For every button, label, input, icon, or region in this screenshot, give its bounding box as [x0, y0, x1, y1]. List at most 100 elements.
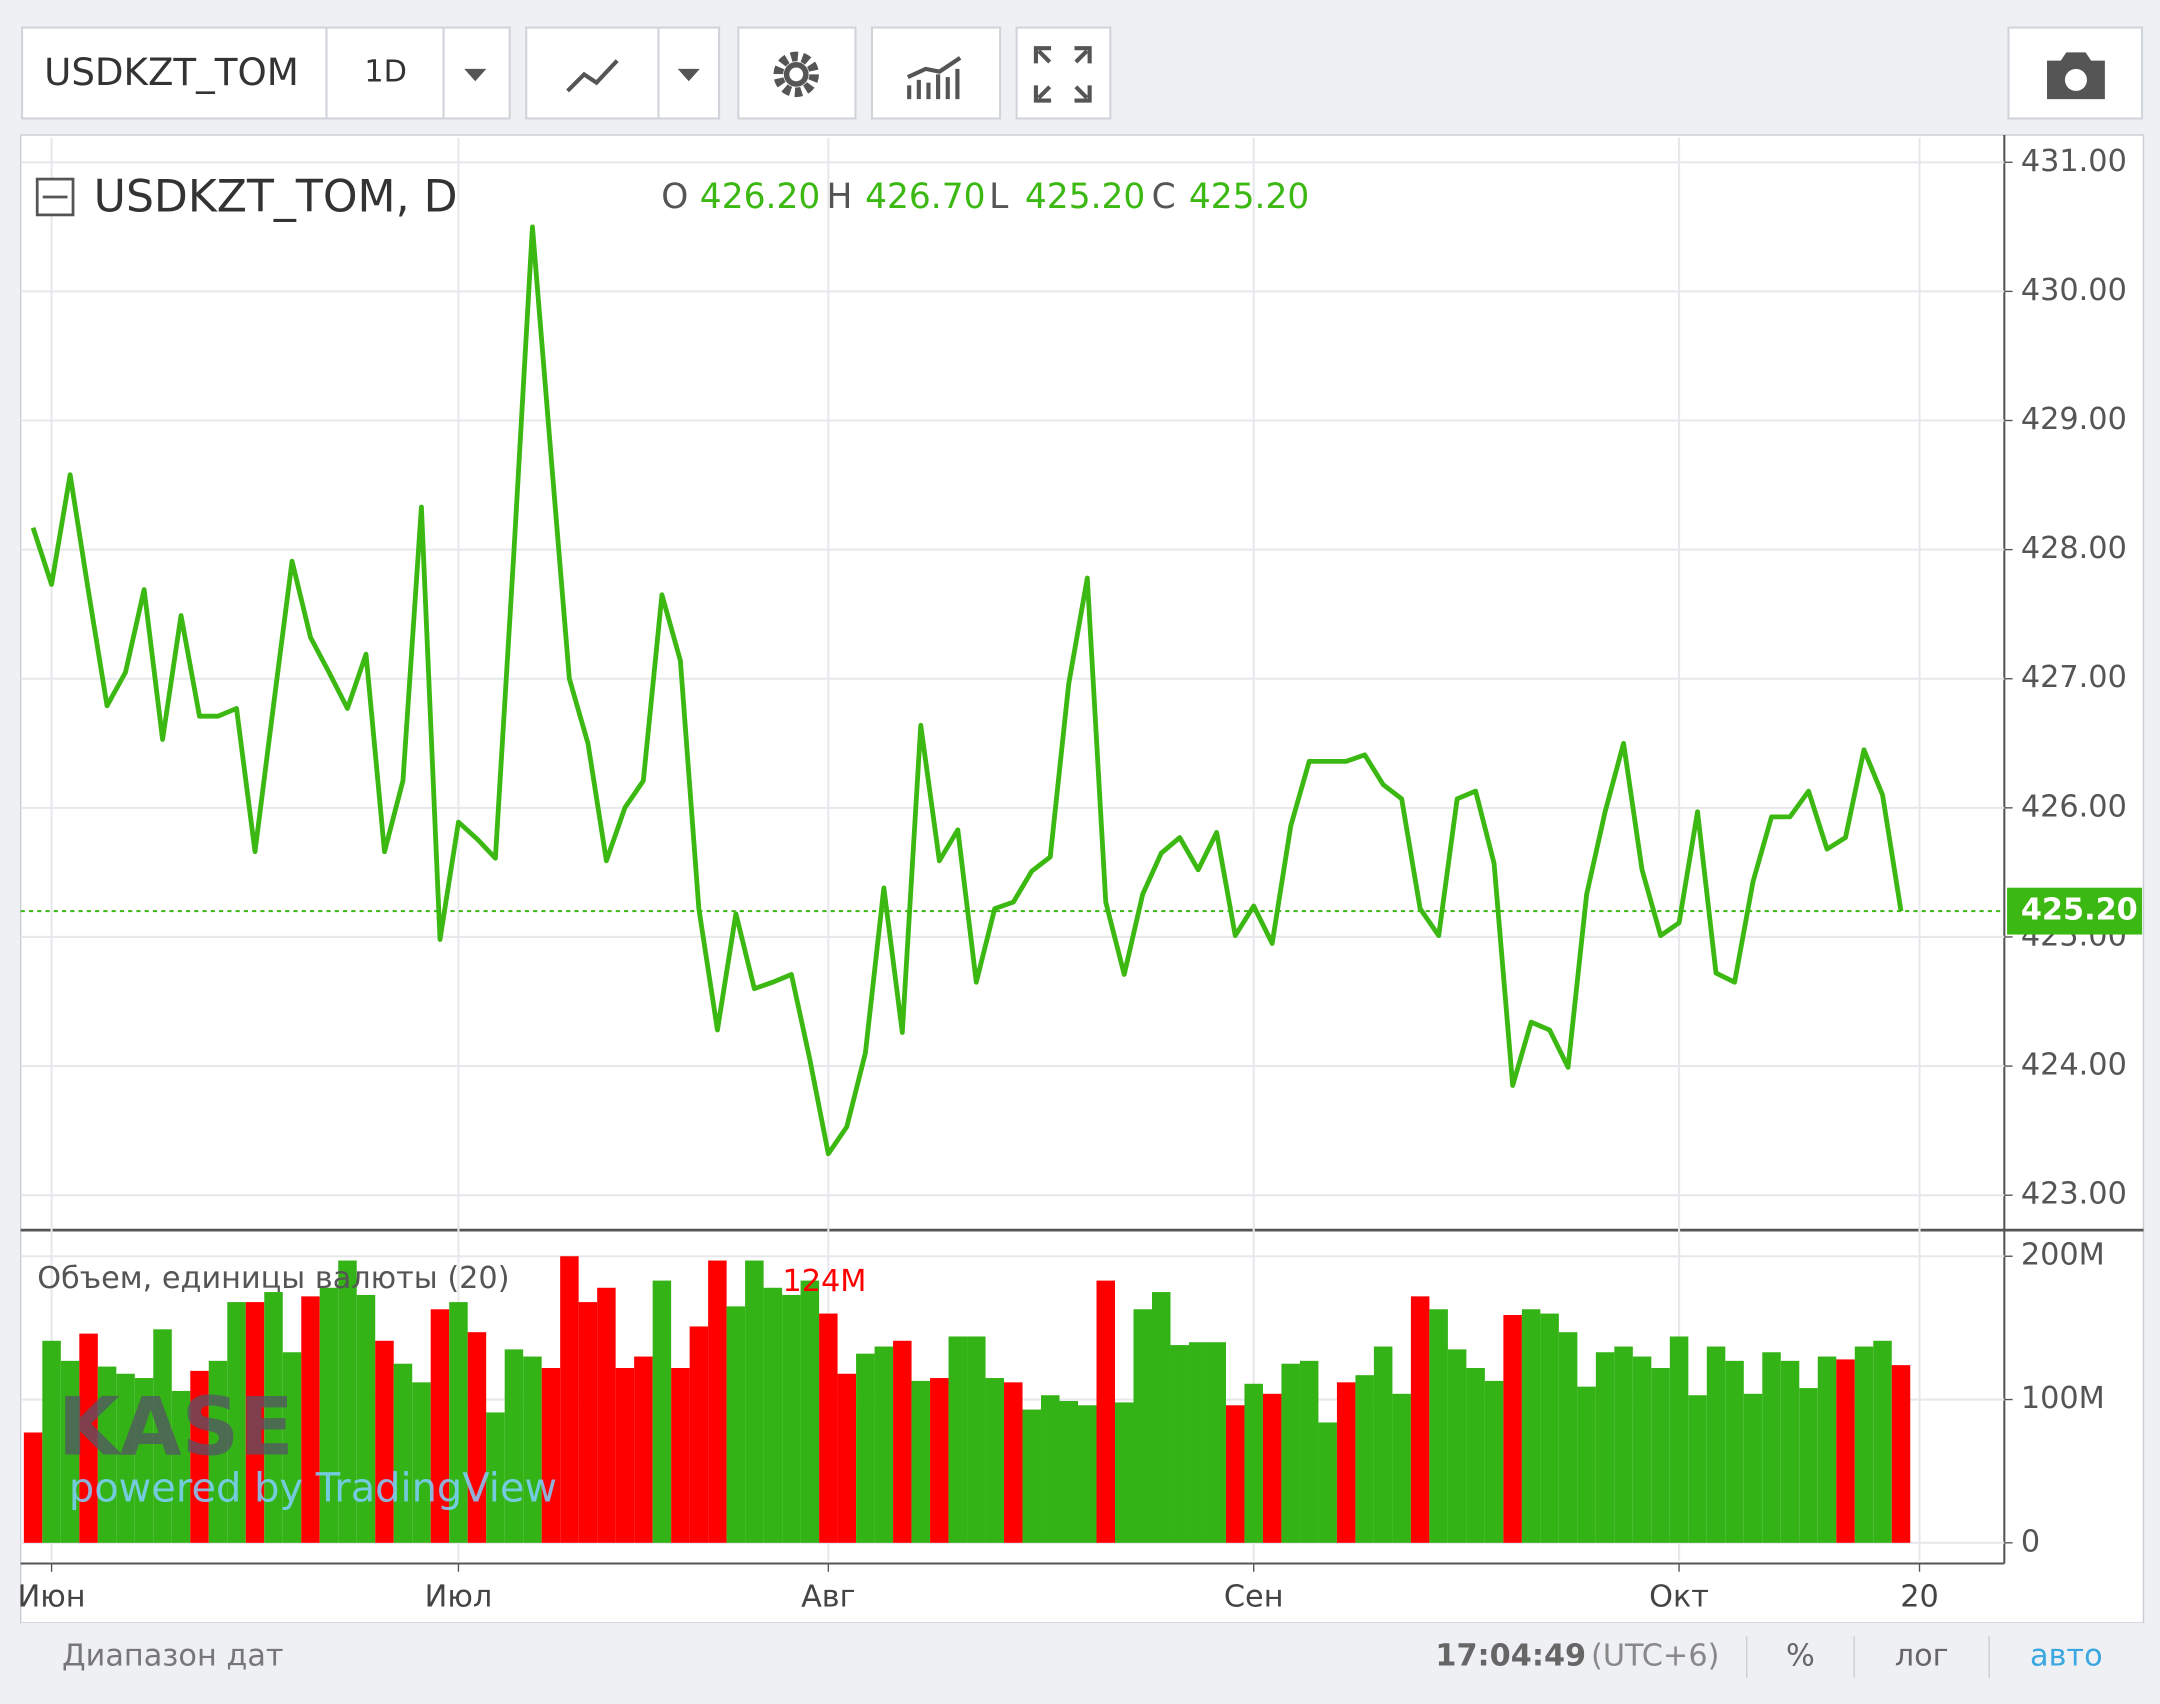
volume-bar: [1281, 1363, 1300, 1543]
log-toggle[interactable]: лог: [1895, 1639, 1949, 1674]
volume-bar: [1466, 1368, 1485, 1543]
volume-bar: [1392, 1393, 1411, 1543]
volume-bar: [1355, 1375, 1374, 1543]
y-tick-label: 427.00: [2021, 660, 2127, 695]
y-tick-label: 424.00: [2021, 1048, 2127, 1083]
volume-bar: [1318, 1422, 1337, 1543]
volume-bar: [375, 1340, 394, 1543]
volume-bar: [504, 1349, 524, 1543]
volume-bar: [301, 1296, 320, 1543]
y-tick-label: 423.00: [2021, 1177, 2127, 1212]
y-tick-label: 100M: [2021, 1381, 2105, 1416]
ohlc-value: 425.20: [1189, 177, 1309, 217]
volume-bar: [708, 1260, 727, 1543]
caret: [464, 68, 487, 82]
ohlc-value: 426.20: [700, 177, 820, 217]
volume-bar: [541, 1368, 561, 1543]
volume-bar: [245, 1302, 265, 1543]
x-tick-label: Окт: [1649, 1579, 1709, 1614]
percent-toggle[interactable]: %: [1786, 1639, 1815, 1674]
volume-bar: [1041, 1395, 1060, 1543]
marks: 423.00424.00425.00426.00427.00428.00429.…: [18, 144, 2143, 1614]
volume-bar: [893, 1340, 912, 1543]
volume-bar: [227, 1302, 246, 1543]
volume-bar: [1336, 1382, 1356, 1543]
y-tick-label: 426.00: [2021, 789, 2127, 824]
camera-icon: [2064, 68, 2087, 91]
volume-bar: [23, 1432, 43, 1543]
chart-style-button[interactable]: [525, 26, 660, 120]
volume-bar: [1891, 1365, 1911, 1543]
caret: [677, 68, 700, 82]
volume-bar: [134, 1378, 154, 1543]
volume-bar: [1614, 1346, 1633, 1543]
volume-bar: [1780, 1360, 1800, 1543]
x-tick-label: Июл: [425, 1579, 493, 1614]
volume-bar: [1688, 1395, 1707, 1543]
x-tick-label: 20: [1900, 1579, 1939, 1614]
volume-bar: [578, 1302, 598, 1543]
date-range[interactable]: Диапазон дат: [62, 1639, 284, 1674]
volume-bar: [208, 1360, 228, 1543]
volume-bar: [1540, 1313, 1559, 1543]
volume-bar: [1022, 1409, 1042, 1543]
volume-bar: [1632, 1356, 1652, 1543]
volume-bar: [1373, 1346, 1393, 1543]
volume-bar: [1207, 1342, 1226, 1543]
y-tick-label: 200M: [2021, 1238, 2105, 1273]
ohlc-value: 426.70: [865, 177, 985, 217]
volume-bar: [1503, 1314, 1522, 1543]
y-tick-label: 431.00: [2021, 144, 2127, 179]
indicators-icon: [906, 56, 962, 100]
volume-bar: [1059, 1400, 1079, 1543]
interval: 1D: [364, 55, 407, 90]
volume-bar: [1133, 1309, 1152, 1543]
volume-bar: [1706, 1346, 1726, 1543]
volume-bar: [486, 1412, 505, 1543]
x-tick-label: Сен: [1224, 1579, 1284, 1614]
volume-bar: [1299, 1360, 1319, 1543]
watermark-logo: KASE: [58, 1381, 294, 1474]
volume-bar: [1429, 1309, 1448, 1543]
volume-bar: [430, 1309, 450, 1543]
symbol-button[interactable]: [21, 26, 328, 120]
volume-bar: [356, 1294, 376, 1543]
volume-bar: [523, 1356, 542, 1543]
volume-bar: [1170, 1345, 1189, 1543]
volume-bar: [671, 1368, 690, 1543]
volume-bar: [1762, 1352, 1781, 1543]
volume-bar: [1873, 1340, 1892, 1543]
auto-toggle[interactable]: авто: [2030, 1639, 2103, 1674]
volume-bar: [1484, 1380, 1504, 1543]
fullscreen-button[interactable]: [1015, 26, 1112, 120]
volume-bar: [1188, 1342, 1208, 1543]
ohlc-name: O: [661, 177, 688, 217]
volume-bar: [1114, 1402, 1134, 1543]
volume-bar: [967, 1336, 986, 1543]
volume-bar: [1595, 1352, 1615, 1543]
y-tick-label: 428.00: [2021, 531, 2127, 566]
interval-button[interactable]: [325, 26, 445, 120]
volume-bar: [1521, 1309, 1541, 1543]
volume-bar: [1004, 1382, 1023, 1543]
volume-bar: [1078, 1405, 1097, 1543]
volume-bar: [1836, 1359, 1855, 1543]
volume-bar: [1410, 1296, 1430, 1543]
gear-icon: [773, 51, 819, 98]
volume-bar: [1244, 1383, 1263, 1543]
volume-bar: [1151, 1292, 1171, 1543]
timezone[interactable]: (UTC+6): [1591, 1639, 1719, 1674]
volume-bar: [837, 1373, 857, 1543]
volume-bar: [319, 1287, 339, 1543]
volume-bar: [1447, 1349, 1467, 1543]
volume-bar: [560, 1256, 579, 1543]
volume-bar: [819, 1313, 838, 1543]
volume-bar: [1669, 1336, 1689, 1543]
price-line: [30, 224, 1904, 1157]
volume-bar: [282, 1352, 302, 1543]
volume-bar: [449, 1302, 468, 1543]
settings-button[interactable]: [737, 26, 857, 120]
volume-bar: [412, 1382, 431, 1543]
volume-bar: [726, 1306, 746, 1543]
